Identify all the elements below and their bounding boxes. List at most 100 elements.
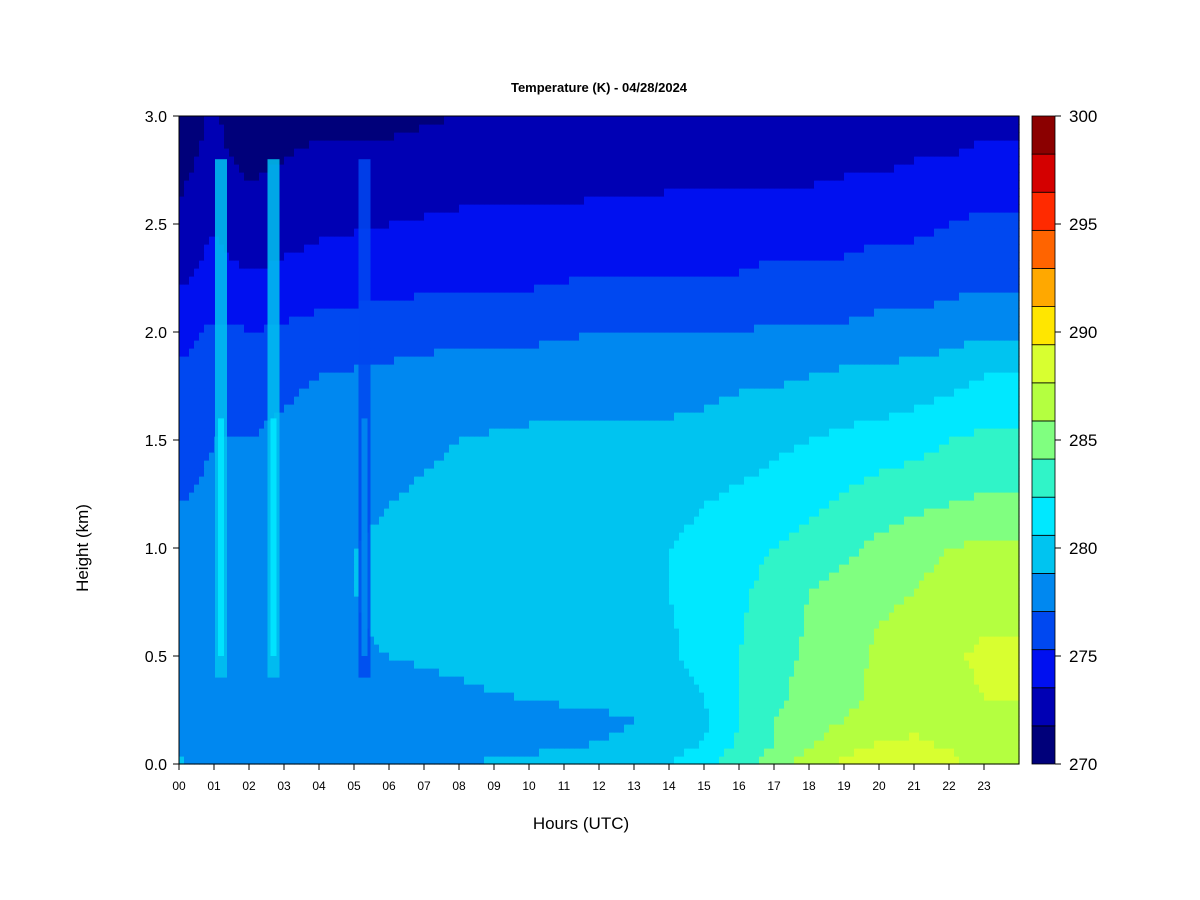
heatmap-cell bbox=[644, 692, 650, 701]
heatmap-cell bbox=[744, 548, 750, 557]
heatmap-cell bbox=[409, 660, 415, 669]
heatmap-cell bbox=[464, 572, 470, 581]
heatmap-cell bbox=[424, 668, 430, 677]
heatmap-cell bbox=[254, 572, 260, 581]
heatmap-cell bbox=[774, 628, 780, 637]
heatmap-cell bbox=[574, 604, 580, 613]
heatmap-cell bbox=[474, 628, 480, 637]
heatmap-cell bbox=[799, 628, 805, 637]
heatmap-cell bbox=[254, 532, 260, 541]
heatmap-cell bbox=[774, 556, 780, 565]
heatmap-cell bbox=[674, 684, 680, 693]
heatmap-cell bbox=[649, 596, 655, 605]
heatmap-cell bbox=[824, 756, 830, 765]
heatmap-cell bbox=[564, 556, 570, 565]
heatmap-cell bbox=[939, 548, 945, 557]
heatmap-cell bbox=[799, 676, 805, 685]
heatmap-cell bbox=[879, 756, 885, 765]
heatmap-cell bbox=[279, 604, 285, 613]
heatmap-cell bbox=[394, 732, 400, 741]
heatmap-cell bbox=[609, 612, 615, 621]
heatmap-cell bbox=[334, 644, 340, 653]
heatmap-cell bbox=[399, 732, 405, 741]
heatmap-cell bbox=[379, 756, 385, 765]
heatmap-cell bbox=[644, 676, 650, 685]
heatmap-cell bbox=[429, 684, 435, 693]
heatmap-cell bbox=[569, 660, 575, 669]
heatmap-cell bbox=[344, 580, 350, 589]
heatmap-cell bbox=[909, 580, 915, 589]
heatmap-cell bbox=[679, 732, 685, 741]
heatmap-cell bbox=[964, 740, 970, 749]
heatmap-cell bbox=[754, 548, 760, 557]
heatmap-cell bbox=[564, 596, 570, 605]
heatmap-cell bbox=[459, 580, 465, 589]
heatmap-cell bbox=[429, 668, 435, 677]
heatmap-cell bbox=[884, 740, 890, 749]
heatmap-cell bbox=[769, 668, 775, 677]
heatmap-cell bbox=[259, 604, 265, 613]
heatmap-cell bbox=[334, 692, 340, 701]
heatmap-cell bbox=[899, 620, 905, 629]
heatmap-cell bbox=[439, 748, 445, 757]
heatmap-cell bbox=[834, 700, 840, 709]
heatmap-cell bbox=[659, 548, 665, 557]
heatmap-cell bbox=[809, 532, 815, 541]
heatmap-cell bbox=[589, 676, 595, 685]
heatmap-cell bbox=[789, 652, 795, 661]
heatmap-cell bbox=[294, 596, 300, 605]
heatmap-cell bbox=[699, 540, 705, 549]
heatmap-cell bbox=[889, 676, 895, 685]
heatmap-cell bbox=[649, 556, 655, 565]
heatmap-cell bbox=[764, 612, 770, 621]
heatmap-cell bbox=[884, 684, 890, 693]
heatmap-cell bbox=[969, 684, 975, 693]
heatmap-cell bbox=[454, 676, 460, 685]
heatmap-cell bbox=[349, 596, 355, 605]
heatmap-cell bbox=[969, 676, 975, 685]
heatmap-cell bbox=[444, 532, 450, 541]
heatmap-cell bbox=[704, 620, 710, 629]
heatmap-cell bbox=[479, 572, 485, 581]
heatmap-cell bbox=[579, 588, 585, 597]
heatmap-cell bbox=[469, 708, 475, 717]
chart-title: Temperature (K) - 04/28/2024 bbox=[511, 80, 688, 95]
heatmap-cell bbox=[879, 700, 885, 709]
heatmap-cell bbox=[989, 732, 995, 741]
heatmap-cell bbox=[584, 668, 590, 677]
heatmap-cell bbox=[749, 612, 755, 621]
heatmap-cell bbox=[1014, 628, 1020, 637]
heatmap-cell bbox=[279, 540, 285, 549]
heatmap-cell bbox=[554, 612, 560, 621]
heatmap-cell bbox=[994, 740, 1000, 749]
heatmap-cell bbox=[604, 548, 610, 557]
heatmap-cell bbox=[764, 580, 770, 589]
heatmap-cell bbox=[404, 556, 410, 565]
heatmap-cell bbox=[499, 524, 505, 533]
heatmap-cell bbox=[714, 620, 720, 629]
heatmap-cell bbox=[419, 708, 425, 717]
heatmap-cell bbox=[549, 668, 555, 677]
heatmap-cell bbox=[349, 636, 355, 645]
heatmap-cell bbox=[944, 612, 950, 621]
heatmap-cell bbox=[689, 596, 695, 605]
heatmap-cell bbox=[519, 676, 525, 685]
heatmap-cell bbox=[819, 596, 825, 605]
heatmap-cell bbox=[359, 724, 365, 733]
heatmap-cell bbox=[444, 580, 450, 589]
heatmap-cell bbox=[499, 740, 505, 749]
heatmap-cell bbox=[764, 652, 770, 661]
heatmap-cell bbox=[714, 748, 720, 757]
heatmap-cell bbox=[424, 652, 430, 661]
heatmap-cell bbox=[329, 548, 335, 557]
heatmap-cell bbox=[299, 748, 305, 757]
heatmap-cell bbox=[569, 748, 575, 757]
heatmap-cell bbox=[204, 644, 210, 653]
heatmap-cell bbox=[979, 732, 985, 741]
heatmap-cell bbox=[184, 692, 190, 701]
heatmap-cell bbox=[634, 724, 640, 733]
heatmap-cell bbox=[799, 620, 805, 629]
heatmap-cell bbox=[304, 708, 310, 717]
heatmap-cell bbox=[499, 692, 505, 701]
heatmap-cell bbox=[454, 708, 460, 717]
